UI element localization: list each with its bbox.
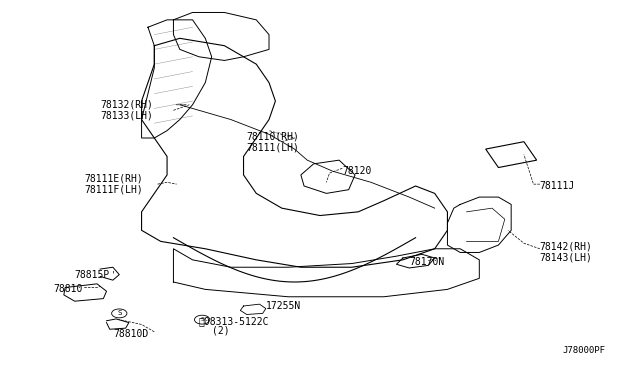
Text: 78810D: 78810D [113, 329, 148, 339]
Text: 78132(RH): 78132(RH) [100, 100, 153, 110]
Text: 78111(LH): 78111(LH) [246, 142, 300, 152]
Text: 78810: 78810 [54, 284, 83, 294]
Text: 17255N: 17255N [266, 301, 301, 311]
Text: (2): (2) [212, 326, 229, 336]
Text: S: S [117, 310, 122, 316]
Text: 78142(RH): 78142(RH) [540, 242, 593, 252]
Text: 78815P: 78815P [75, 270, 110, 280]
Text: 78110(RH): 78110(RH) [246, 131, 300, 141]
Text: 78143(LH): 78143(LH) [540, 253, 593, 263]
Text: 78111J: 78111J [540, 181, 575, 191]
Text: S: S [200, 317, 204, 322]
Text: J78000PF: J78000PF [562, 346, 605, 355]
Text: 78111F(LH): 78111F(LH) [84, 185, 143, 195]
Text: 78170N: 78170N [409, 257, 444, 267]
Text: 78120: 78120 [342, 166, 372, 176]
Text: 78111E(RH): 78111E(RH) [84, 174, 143, 184]
Text: 78133(LH): 78133(LH) [100, 111, 153, 121]
Text: 傓08313-5122C: 傓08313-5122C [199, 316, 269, 326]
